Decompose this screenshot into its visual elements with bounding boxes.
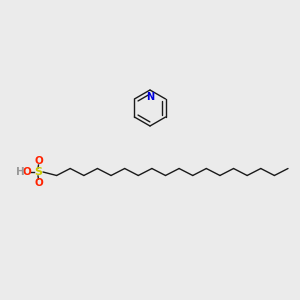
Text: O: O	[22, 167, 32, 177]
Text: S: S	[34, 167, 42, 177]
Text: O: O	[34, 156, 43, 166]
Text: O: O	[34, 178, 43, 188]
Text: H: H	[16, 167, 24, 177]
Text: N: N	[146, 92, 154, 101]
